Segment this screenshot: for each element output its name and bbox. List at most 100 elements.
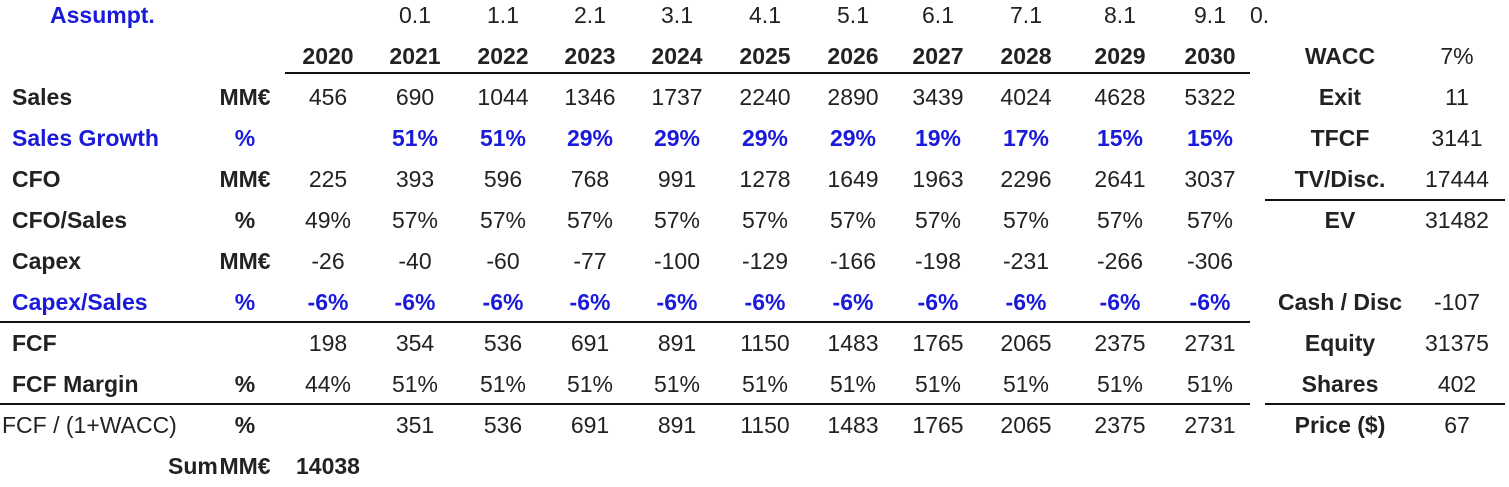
year-header: 2029 <box>1094 43 1146 69</box>
cell-value: -6% <box>1099 289 1141 315</box>
cell-value: 198 <box>308 330 348 356</box>
panel-rule <box>1265 403 1505 405</box>
cell-value: -6% <box>307 289 349 315</box>
cell-value: 51% <box>1002 371 1050 397</box>
sum-label: Sum <box>168 453 218 479</box>
cell-value: 51% <box>391 371 439 397</box>
header-rule <box>285 72 1250 74</box>
cell-value: 891 <box>657 330 697 356</box>
row-label: Capex <box>12 248 82 274</box>
cell-value: 44% <box>304 371 352 397</box>
cell-value: -6% <box>744 289 786 315</box>
cell-value: 57% <box>914 207 962 233</box>
assumption-value: 8.1 <box>1104 2 1136 28</box>
valuation-value: 67 <box>1444 412 1470 438</box>
cell-value: -306 <box>1186 248 1234 274</box>
year-header: 2027 <box>912 43 964 69</box>
valuation-value: 17444 <box>1425 166 1489 192</box>
valuation-label: Equity <box>1304 330 1376 356</box>
assumptions-label: Assumpt. <box>50 2 155 28</box>
assumption-value: 9.1 <box>1194 2 1226 28</box>
valuation-label: TFCF <box>1310 125 1370 151</box>
assumption-value: 5.1 <box>837 2 869 28</box>
cell-value: 51% <box>1186 371 1234 397</box>
valuation-value: 3141 <box>1431 125 1483 151</box>
cell-value: 51% <box>566 371 614 397</box>
valuation-value: 31375 <box>1425 330 1489 356</box>
cell-value: 2375 <box>1094 330 1146 356</box>
cell-value: 2890 <box>827 84 879 110</box>
assumption-value: 1.1 <box>487 2 519 28</box>
cell-value: -60 <box>486 248 520 274</box>
valuation-value: 7% <box>1440 43 1474 69</box>
cell-value: -26 <box>311 248 345 274</box>
cell-value: 1737 <box>651 84 703 110</box>
cell-value: 57% <box>1002 207 1050 233</box>
section-rule <box>0 321 1250 323</box>
cell-value: 1278 <box>739 166 791 192</box>
assumption-value: 4.1 <box>749 2 781 28</box>
row-label: Sales <box>12 84 73 110</box>
year-header: 2023 <box>564 43 616 69</box>
cell-value: 768 <box>570 166 610 192</box>
cell-value: 1150 <box>740 412 790 438</box>
row-label: CFO <box>12 166 61 192</box>
assumption-value: 0.1 <box>399 2 431 28</box>
assumption-value: 2.1 <box>574 2 606 28</box>
cell-value: 29% <box>741 125 789 151</box>
cell-value: 1150 <box>740 330 790 356</box>
cell-value: -6% <box>482 289 524 315</box>
row-label: FCF Margin <box>12 371 139 397</box>
cell-value: 1963 <box>912 166 964 192</box>
cell-value: 57% <box>1186 207 1234 233</box>
cell-value: 29% <box>653 125 701 151</box>
cell-value: 15% <box>1096 125 1144 151</box>
cell-value: 351 <box>395 412 435 438</box>
cell-value: -198 <box>914 248 962 274</box>
cell-value: 5322 <box>1184 84 1236 110</box>
valuation-label: EV <box>1324 207 1356 233</box>
cell-value: -166 <box>829 248 877 274</box>
valuation-label: TV/Disc. <box>1294 166 1386 192</box>
cell-value: 1346 <box>564 84 616 110</box>
row-unit: MM€ <box>219 84 271 110</box>
cell-value: -40 <box>398 248 432 274</box>
cell-value: 51% <box>391 125 439 151</box>
section-rule <box>0 403 1250 405</box>
row-unit: % <box>234 125 256 151</box>
cell-value: 354 <box>395 330 435 356</box>
valuation-value: 402 <box>1437 371 1477 397</box>
assumption-value: 3.1 <box>661 2 693 28</box>
row-unit: MM€ <box>219 166 271 192</box>
row-label: Capex/Sales <box>12 289 148 315</box>
year-header: 2021 <box>389 43 441 69</box>
cell-value: 1044 <box>477 84 529 110</box>
cell-value: 29% <box>829 125 877 151</box>
row-label: Sales Growth <box>12 125 159 151</box>
cell-value: 3439 <box>912 84 964 110</box>
cell-value: 4024 <box>1000 84 1052 110</box>
valuation-label: Cash / Disc <box>1278 289 1402 315</box>
cell-value: 691 <box>570 330 610 356</box>
cell-value: 225 <box>308 166 348 192</box>
cell-value: -6% <box>917 289 959 315</box>
valuation-label: WACC <box>1304 43 1376 69</box>
cell-value: 1649 <box>827 166 879 192</box>
valuation-value: -107 <box>1433 289 1481 315</box>
cell-value: 2065 <box>1000 412 1052 438</box>
sum-value: 14038 <box>296 453 360 479</box>
assumption-value: 6.1 <box>922 2 954 28</box>
cell-value: 690 <box>395 84 435 110</box>
row-unit: % <box>234 207 256 233</box>
year-header: 2020 <box>302 43 354 69</box>
sum-unit: MM€ <box>219 453 271 479</box>
cell-value: 57% <box>391 207 439 233</box>
row-unit: MM€ <box>219 248 271 274</box>
cell-value: 1483 <box>827 412 879 438</box>
year-header: 2026 <box>827 43 879 69</box>
cell-value: 1483 <box>827 330 879 356</box>
cell-value: 15% <box>1186 125 1234 151</box>
cell-value: 691 <box>570 412 610 438</box>
cell-value: 991 <box>657 166 697 192</box>
cell-value: 51% <box>479 125 527 151</box>
